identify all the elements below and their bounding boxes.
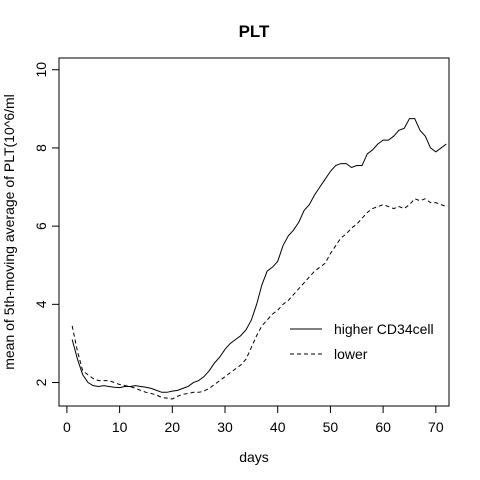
legend-label-higher-cd34cell: higher CD34cell [334, 321, 434, 337]
y-axis: 2 4 6 8 10 [33, 62, 60, 386]
y-tick-label: 2 [33, 378, 49, 386]
legend-label-lower: lower [334, 346, 368, 362]
x-tick-label: 0 [63, 419, 71, 435]
legend: higher CD34cell lower [290, 321, 434, 362]
series-line-higher-cd34cell [71, 118, 447, 393]
x-tick-label: 20 [165, 419, 181, 435]
x-tick-label: 50 [323, 419, 339, 435]
y-tick-label: 6 [33, 222, 49, 230]
x-axis: 0 10 20 30 40 50 60 70 [63, 405, 444, 435]
y-tick-label: 4 [33, 300, 49, 308]
plot-frame [58, 57, 450, 407]
chart-title: PLT [239, 22, 270, 41]
x-tick-label: 30 [217, 419, 233, 435]
y-tick-label: 8 [33, 144, 49, 152]
x-axis-title: days [239, 449, 269, 465]
x-tick-label: 60 [375, 419, 391, 435]
series-line-lower [71, 198, 447, 400]
x-tick-label: 70 [428, 419, 444, 435]
series-layer [71, 118, 447, 400]
y-axis-title: mean of 5th-moving average of PLT(10^6/m… [1, 94, 17, 370]
y-tick-label: 10 [33, 62, 49, 78]
x-tick-label: 10 [112, 419, 128, 435]
x-tick-label: 40 [270, 419, 286, 435]
